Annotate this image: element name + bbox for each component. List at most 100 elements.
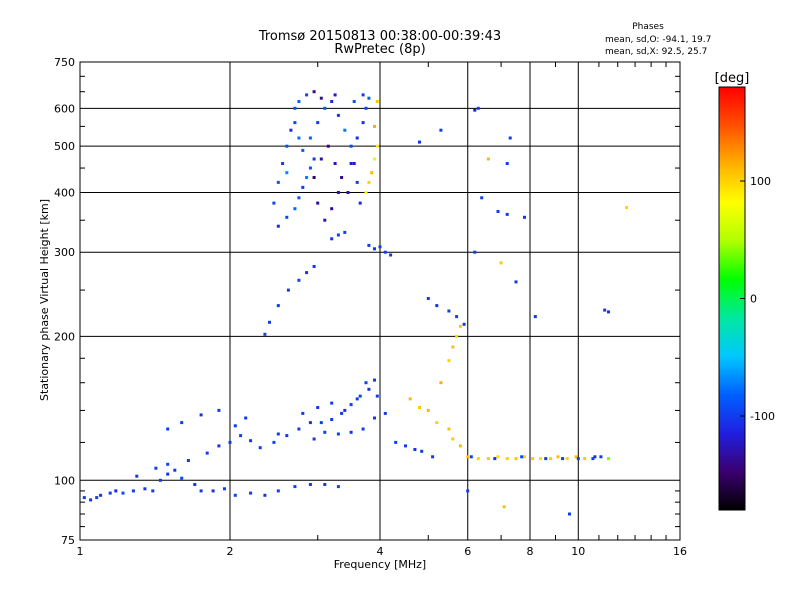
- data-point: [330, 418, 334, 421]
- data-point: [272, 440, 276, 444]
- data-point: [336, 113, 340, 117]
- data-point: [186, 459, 190, 462]
- data-point: [333, 162, 337, 165]
- data-point: [514, 457, 518, 461]
- data-point: [486, 157, 490, 161]
- colorbar-tick-label: 100: [750, 175, 771, 188]
- data-point: [239, 434, 243, 438]
- data-point: [389, 253, 393, 257]
- data-point: [496, 210, 500, 213]
- data-point: [293, 121, 297, 125]
- data-point: [361, 427, 365, 431]
- data-point: [364, 381, 368, 385]
- phase-stats-o: mean, sd,O: -94.1, 19.7: [605, 35, 711, 45]
- data-point: [439, 381, 443, 385]
- y-tick-label: 750: [54, 56, 75, 69]
- data-point: [455, 334, 459, 338]
- data-point: [336, 485, 340, 489]
- data-point: [607, 310, 610, 314]
- data-point: [217, 408, 221, 412]
- data-point: [121, 491, 125, 495]
- data-point: [293, 207, 297, 211]
- data-point: [607, 457, 610, 461]
- data-point: [576, 457, 580, 461]
- data-point: [258, 446, 262, 450]
- data-point: [375, 394, 379, 398]
- axis-ticks: 1 2 4 6 8 10 16 75 100 200 300 400 500 600 750: [54, 56, 687, 558]
- data-point: [316, 121, 320, 125]
- data-point: [458, 324, 462, 328]
- grid-lines: [79, 61, 681, 541]
- data-point: [373, 124, 376, 128]
- data-point: [263, 332, 267, 336]
- data-point: [308, 483, 312, 486]
- data-point: [281, 162, 285, 165]
- data-point: [305, 176, 309, 179]
- data-point: [466, 455, 470, 459]
- data-point: [340, 411, 344, 415]
- data-point: [466, 489, 470, 493]
- data-point: [336, 191, 340, 194]
- data-point: [505, 162, 509, 165]
- data-point: [301, 185, 305, 189]
- data-point: [367, 387, 371, 391]
- data-point: [469, 455, 473, 459]
- data-point: [383, 250, 387, 254]
- x-axis-label: Frequency [MHz]: [334, 558, 426, 571]
- data-point: [349, 144, 353, 148]
- data-point: [599, 455, 603, 459]
- data-point: [199, 413, 203, 417]
- data-point: [308, 421, 312, 425]
- data-point: [375, 144, 379, 148]
- data-point: [435, 421, 439, 425]
- data-point: [367, 243, 371, 247]
- data-point: [323, 106, 327, 110]
- data-point: [539, 457, 543, 461]
- data-point: [297, 100, 301, 103]
- data-point: [625, 206, 629, 210]
- data-point: [355, 397, 359, 401]
- data-point: [312, 157, 316, 161]
- data-point: [166, 462, 170, 466]
- data-point: [333, 93, 337, 97]
- data-point: [233, 493, 237, 497]
- y-tick-label: 200: [54, 330, 75, 343]
- data-point: [276, 432, 280, 436]
- data-point: [193, 483, 197, 486]
- x-tick-label: 16: [673, 545, 687, 558]
- data-point: [336, 432, 340, 436]
- data-point: [99, 493, 103, 497]
- data-point: [455, 315, 459, 319]
- data-point: [583, 457, 587, 461]
- data-point: [89, 498, 93, 502]
- data-point: [349, 162, 353, 165]
- data-point: [480, 196, 484, 200]
- data-point: [312, 176, 316, 179]
- data-point: [217, 444, 221, 448]
- data-point: [373, 247, 376, 251]
- data-point: [154, 466, 158, 470]
- data-point: [340, 176, 344, 179]
- data-point: [319, 96, 323, 100]
- data-point: [394, 440, 398, 444]
- data-point: [346, 191, 350, 194]
- data-point: [301, 411, 305, 415]
- data-points: [82, 90, 629, 516]
- data-point: [375, 100, 379, 103]
- data-point: [447, 359, 451, 363]
- y-tick-label: 500: [54, 140, 75, 153]
- data-point: [556, 455, 560, 459]
- data-point: [352, 100, 356, 103]
- data-point: [565, 457, 569, 461]
- data-point: [476, 106, 480, 110]
- x-tick-label: 1: [77, 545, 84, 558]
- data-point: [293, 485, 297, 489]
- y-axis-label: Stationary phase Virtual Height [km]: [38, 199, 51, 401]
- data-point: [603, 308, 607, 312]
- y-tick-label: 100: [54, 474, 75, 487]
- data-point: [493, 457, 497, 461]
- data-point: [383, 411, 387, 415]
- data-point: [418, 140, 421, 144]
